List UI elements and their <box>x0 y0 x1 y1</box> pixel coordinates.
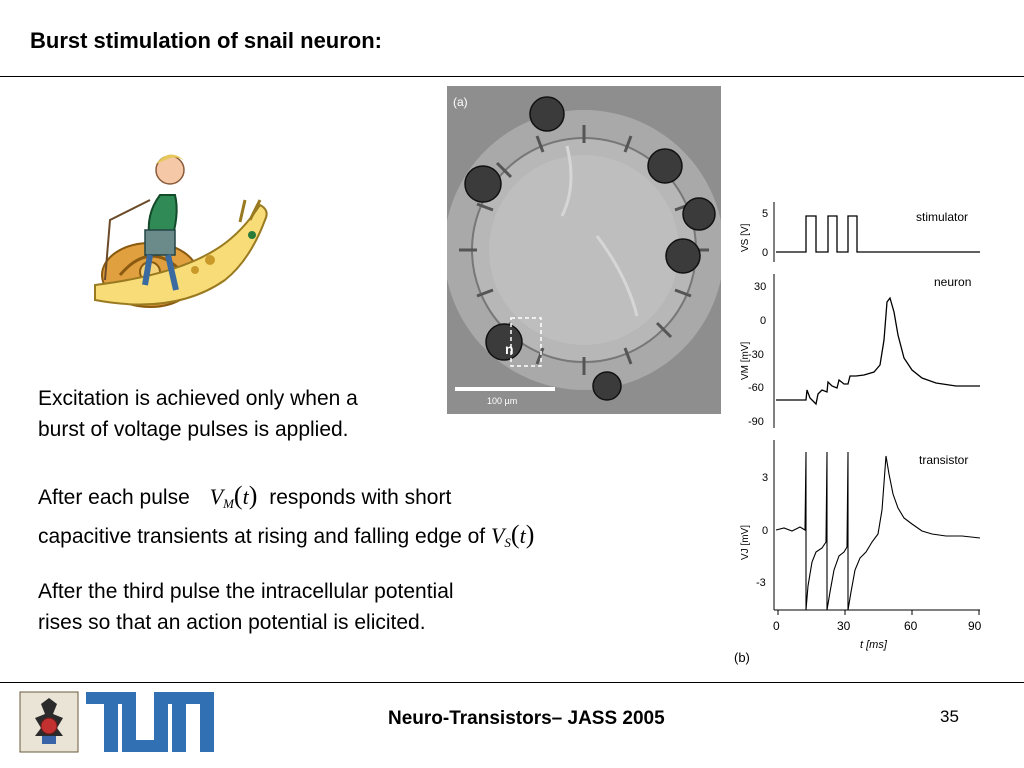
stimulator-ylabel: VS [V] <box>740 223 751 252</box>
neuron-ylabel: VM [mV] <box>740 341 751 380</box>
neuron-label: neuron <box>934 275 971 289</box>
paragraph-2-line-2-start: capacitive transients at rising and fall… <box>38 525 486 548</box>
x-tick-90: 90 <box>968 619 982 633</box>
paragraph-excitation: Excitation is achieved only when a burst… <box>38 383 358 445</box>
paragraph-transients: After each pulse VM(t) responds with sho… <box>38 480 534 558</box>
scale-bar <box>455 387 555 391</box>
neuron-chip-micrograph: n (a) 100 µm <box>447 86 721 414</box>
university-logos <box>19 691 214 753</box>
page-number: 35 <box>940 707 959 726</box>
paragraph-2-line-2: capacitive transients at rising and fall… <box>38 519 534 558</box>
panel-a-label: (a) <box>453 95 468 109</box>
paragraph-3-line-2: rises so that an action potential is eli… <box>38 611 426 634</box>
stimulator-label: stimulator <box>916 210 968 224</box>
snail-rider-illustration <box>94 154 268 308</box>
footer-title: Neuro-Transistors– JASS 2005 <box>388 708 665 729</box>
cell-label: n <box>505 341 514 357</box>
transistor-ytick-3: 3 <box>762 472 768 484</box>
x-tick-60: 60 <box>904 619 918 633</box>
crest-logo <box>19 691 79 753</box>
neuron-ytick-m90: -90 <box>748 416 764 428</box>
tum-logo <box>86 692 214 752</box>
title-divider <box>0 76 1024 77</box>
x-axis-label: t [ms] <box>860 639 888 651</box>
vs-of-t-formula: VS(t) <box>490 520 535 550</box>
footer-divider <box>0 682 1024 683</box>
transistor-label: transistor <box>919 453 968 467</box>
stimulator-trace <box>776 215 980 253</box>
slide-title: Burst stimulation of snail neuron: <box>30 28 383 53</box>
recording-traces-figure: 0 30 60 90 t [ms] (b) stimulator 5 0 VS … <box>734 202 982 665</box>
paragraph-2-line-1-end: responds with short <box>269 486 452 509</box>
neuron-trace <box>776 296 980 406</box>
paragraph-1-line-2: burst of voltage pulses is applied. <box>38 418 349 441</box>
x-tick-0: 0 <box>773 619 780 633</box>
paragraph-2-line-1: After each pulse VM(t) responds with sho… <box>38 480 534 519</box>
transistor-ytick-m3: -3 <box>756 577 766 589</box>
paragraph-2-line-1-start: After each pulse <box>38 486 190 509</box>
transistor-ylabel: VJ [mV] <box>740 525 751 560</box>
transistor-trace <box>775 451 981 611</box>
paragraph-3-line-1: After the third pulse the intracellular … <box>38 580 454 603</box>
x-tick-30: 30 <box>837 619 851 633</box>
neuron-ytick-m30: -30 <box>748 349 764 361</box>
vm-of-t-formula: VM(t) <box>209 481 258 511</box>
transistor-ytick-0: 0 <box>762 525 768 537</box>
stimulator-ytick-5: 5 <box>762 208 768 220</box>
paragraph-action-potential: After the third pulse the intracellular … <box>38 576 454 638</box>
neuron-ytick-30: 30 <box>754 281 766 293</box>
stimulator-ytick-0: 0 <box>762 247 768 259</box>
paragraph-1-line-1: Excitation is achieved only when a <box>38 387 358 410</box>
scale-bar-label: 100 µm <box>487 396 517 406</box>
neuron-ytick-m60: -60 <box>748 382 764 394</box>
panel-b-label: (b) <box>734 650 750 665</box>
neuron-ytick-0: 0 <box>760 315 766 327</box>
